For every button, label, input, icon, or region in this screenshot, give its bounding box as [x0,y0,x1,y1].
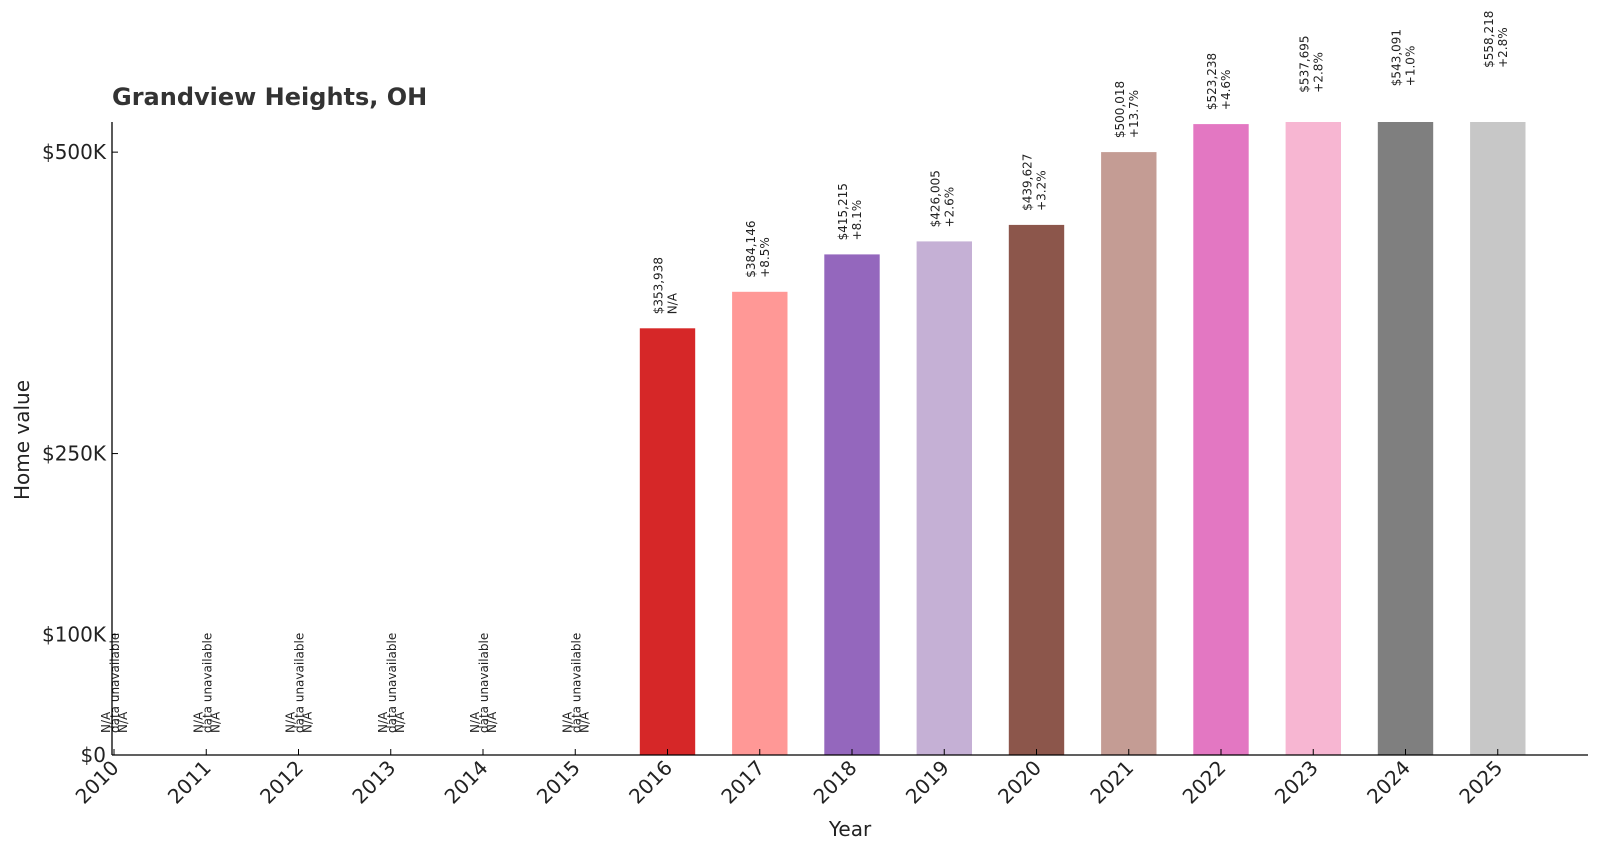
change-label-2015: data unavailable [569,633,583,733]
na-label-2012: N/A [301,711,315,733]
bar-2020 [1008,224,1065,755]
value-label-2019: $426,005 [928,170,942,227]
bar-2021 [1101,152,1157,756]
bar-2019 [916,241,972,755]
na-label-2010: N/A [116,711,130,733]
y-tick-label: $500K [42,140,107,164]
x-tick-label-2024: 2024 [1362,756,1415,809]
value-label-2020: $439,627 [1021,154,1035,211]
value-label-2017: $384,146 [744,221,758,278]
na-label-2011: N/A [208,711,222,733]
x-tick-label-2017: 2017 [716,756,769,809]
value-label-2021: $500,018 [1113,81,1127,138]
change-label-2017: +8.5% [758,237,772,278]
value-label-2024: $543,091 [1390,29,1404,86]
change-label-2014: data unavailable [477,633,491,733]
value-label-2016: $353,938 [652,257,666,314]
x-tick-label-2013: 2013 [347,756,400,809]
bar-2016 [639,328,696,755]
y-tick-label: $100K [42,622,107,646]
value-label-2018: $415,215 [836,183,850,240]
bar-2018 [824,254,880,755]
value-label-2012: N/A [284,711,298,733]
change-label-2019: +2.6% [942,187,956,228]
chart-title: Grandview Heights, OH [112,83,427,111]
na-label-2014: N/A [485,711,499,733]
x-tick-label-2022: 2022 [1178,756,1231,809]
bar-2017 [732,291,788,755]
value-label-2010: N/A [99,711,113,733]
change-label-2012: data unavailable [293,633,307,733]
x-axis-label: Year [828,817,872,841]
x-tick-label-2015: 2015 [532,756,585,809]
x-tick-label-2021: 2021 [1085,756,1138,809]
change-label-2016: N/A [666,292,680,314]
na-label-2013: N/A [393,711,407,733]
change-label-2024: +1.0% [1404,46,1418,87]
change-label-2021: +13.7% [1127,90,1141,138]
bar-2024 [1377,122,1434,755]
change-label-2023: +2.8% [1311,52,1325,93]
x-tick-label-2019: 2019 [901,756,954,809]
x-tick-label-2025: 2025 [1454,756,1507,809]
change-label-2025: +2.8% [1496,27,1510,68]
y-tick-label: $0 [81,743,106,767]
x-tick-label-2011: 2011 [163,756,216,809]
bars-group [639,122,1526,756]
na-label-2015: N/A [577,711,591,733]
value-label-2014: N/A [468,711,482,733]
change-label-2013: data unavailable [385,633,399,733]
value-label-2015: N/A [560,711,574,733]
x-tick-label-2012: 2012 [255,756,308,809]
x-tick-label-2020: 2020 [993,756,1046,809]
change-label-2020: +3.2% [1035,170,1049,211]
x-tick-label-2016: 2016 [624,756,677,809]
value-label-2011: N/A [191,711,205,733]
y-axis-label: Home value [10,380,34,500]
y-tick-label: $250K [42,442,107,466]
value-label-2025: $558,218 [1482,11,1496,68]
change-label-2022: +4.6% [1219,70,1233,111]
value-label-2023: $537,695 [1297,35,1311,92]
change-label-2011: data unavailable [200,633,214,733]
bar-2025 [1470,122,1526,755]
change-label-2018: +8.1% [850,200,864,241]
value-label-2013: N/A [376,711,390,733]
x-tick-label-2014: 2014 [440,756,493,809]
x-tick-label-2018: 2018 [809,756,862,809]
x-tick-label-2023: 2023 [1270,756,1323,809]
bar-2023 [1285,122,1341,755]
value-label-2022: $523,238 [1205,53,1219,110]
bar-2022 [1193,124,1249,756]
